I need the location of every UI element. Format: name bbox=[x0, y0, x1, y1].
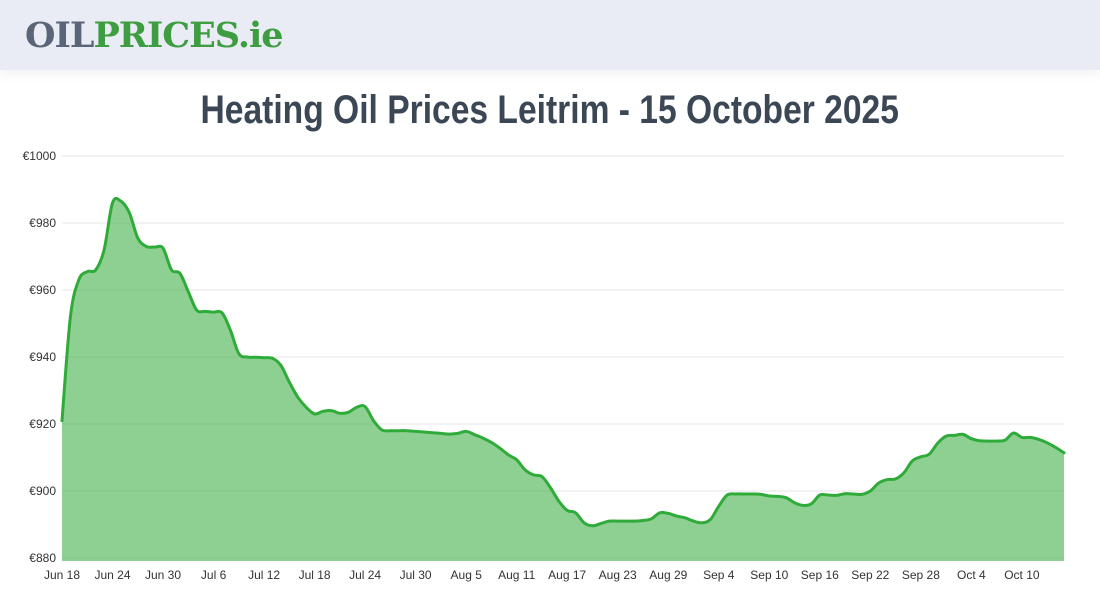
y-axis-label: €1000 bbox=[23, 149, 57, 163]
site-logo[interactable]: OILPRICES.ie bbox=[25, 14, 284, 56]
x-axis-label: Jul 24 bbox=[349, 568, 381, 582]
x-axis-label: Jun 24 bbox=[94, 568, 130, 582]
x-axis-label: Jun 18 bbox=[44, 568, 80, 582]
title-row: Heating Oil Prices Leitrim - 15 October … bbox=[0, 70, 1100, 150]
x-axis-label: Jul 30 bbox=[400, 568, 432, 582]
x-axis-label: Sep 22 bbox=[851, 568, 889, 582]
x-axis-label: Aug 23 bbox=[599, 568, 637, 582]
page-title: Heating Oil Prices Leitrim - 15 October … bbox=[200, 87, 900, 132]
y-axis-label: €940 bbox=[29, 350, 56, 364]
x-axis-label: Aug 29 bbox=[649, 568, 687, 582]
y-axis-label: €980 bbox=[29, 216, 56, 230]
y-axis-label: €880 bbox=[29, 551, 56, 565]
x-axis-label: Sep 4 bbox=[703, 568, 735, 582]
x-axis-label: Aug 11 bbox=[498, 568, 535, 582]
site-header: OILPRICES.ie bbox=[0, 0, 1100, 70]
x-axis-label: Oct 10 bbox=[1004, 568, 1040, 582]
logo-text-prices: PRICES bbox=[93, 14, 238, 56]
x-axis-label: Aug 17 bbox=[548, 568, 586, 582]
x-axis-label: Oct 4 bbox=[957, 568, 986, 582]
x-axis-label: Jul 12 bbox=[248, 568, 280, 582]
x-axis-label: Jun 30 bbox=[145, 568, 181, 582]
price-area-fill[interactable] bbox=[62, 198, 1064, 561]
x-axis-label: Jul 6 bbox=[201, 568, 227, 582]
x-axis-label: Sep 10 bbox=[750, 568, 788, 582]
x-axis-label: Sep 28 bbox=[902, 568, 940, 582]
logo-text-tld: .ie bbox=[237, 14, 284, 56]
x-axis-label: Jul 18 bbox=[299, 568, 331, 582]
x-axis-label: Aug 5 bbox=[451, 568, 483, 582]
x-axis-label: Sep 16 bbox=[801, 568, 839, 582]
y-axis-label: €960 bbox=[29, 283, 56, 297]
y-axis-label: €900 bbox=[29, 484, 56, 498]
logo-text-oil: OIL bbox=[25, 14, 94, 56]
y-axis-label: €920 bbox=[29, 417, 56, 431]
